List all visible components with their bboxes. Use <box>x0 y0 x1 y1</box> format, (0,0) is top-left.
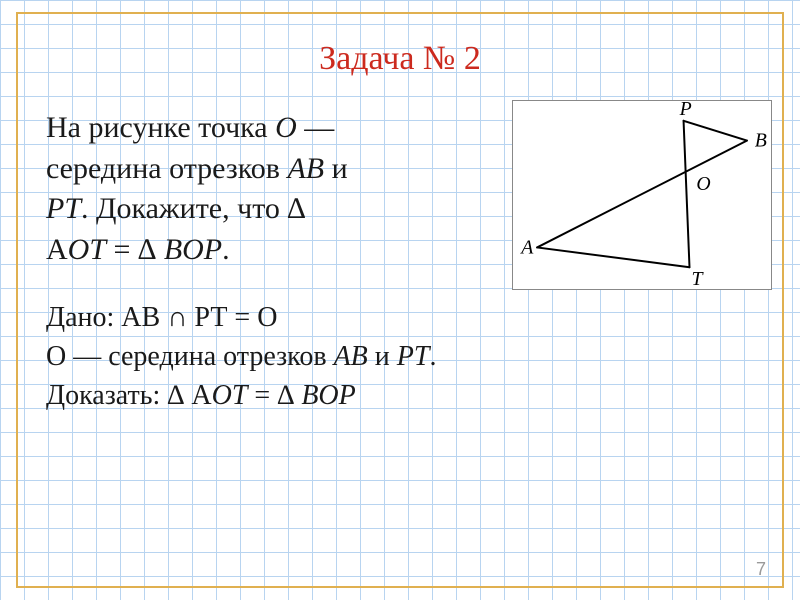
var-BOP: BOP <box>301 380 355 411</box>
text: и <box>368 341 397 372</box>
text: . Докажите, что ∆ <box>81 192 306 225</box>
var-PT: PT <box>397 341 430 372</box>
var-PT: PT <box>46 192 81 225</box>
text: О <box>46 341 66 372</box>
text: На рисунке точка <box>46 111 275 144</box>
text: . <box>429 341 436 372</box>
svg-text:T: T <box>691 268 704 289</box>
text: и <box>324 152 348 185</box>
text: середина отрезков <box>46 152 287 185</box>
text: = ∆ <box>106 233 164 266</box>
text: — <box>297 111 335 144</box>
text: Доказать: ∆ А <box>46 380 212 411</box>
svg-text:A: A <box>519 236 534 258</box>
svg-text:P: P <box>679 101 692 120</box>
problem-title: Задача № 2 <box>46 40 754 78</box>
var-AB: AB <box>334 341 368 372</box>
svg-text:B: B <box>755 130 767 152</box>
var-OT: OT <box>212 380 248 411</box>
text: А <box>46 233 68 266</box>
svg-text:O: O <box>696 173 710 195</box>
given-block: Дано: АВ ∩ РТ = О О — середина отрезков … <box>46 298 686 416</box>
var-AB: AB <box>287 152 324 185</box>
given-line1: Дано: АВ ∩ РТ = О <box>46 302 277 333</box>
var-O: O <box>275 111 297 144</box>
text: — середина отрезков <box>66 341 333 372</box>
text: = ∆ <box>247 380 301 411</box>
text: . <box>222 233 230 266</box>
problem-statement: На рисунке точка O — середина отрезков A… <box>46 108 486 270</box>
geometry-diagram: A B P T O <box>512 100 772 290</box>
var-BOP: BOP <box>164 233 222 266</box>
page-number: 7 <box>756 559 766 580</box>
var-OT: OT <box>68 233 106 266</box>
